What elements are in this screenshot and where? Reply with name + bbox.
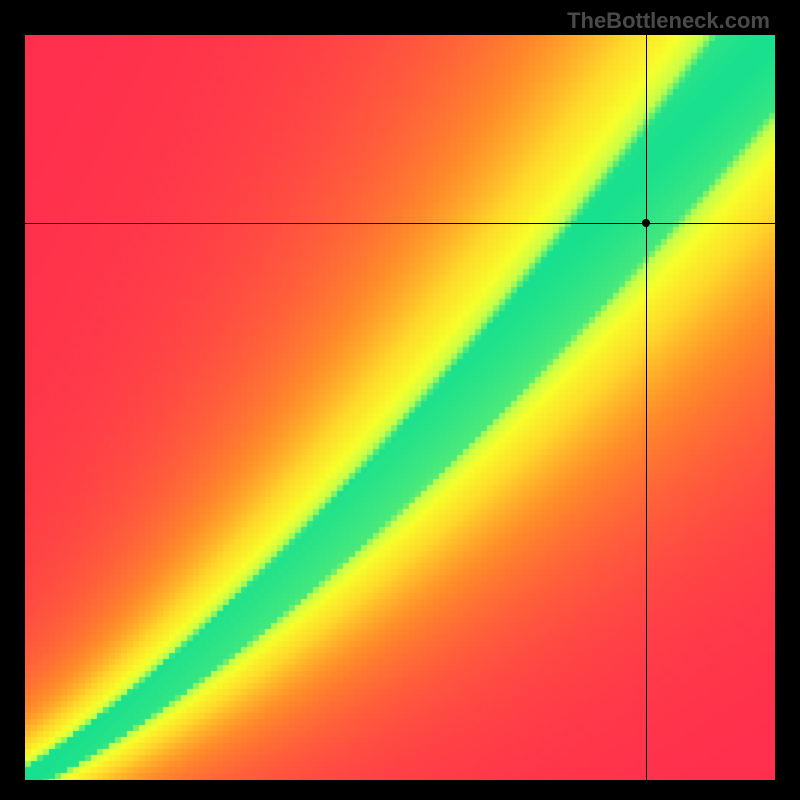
crosshair-marker-dot	[642, 219, 650, 227]
watermark-text: TheBottleneck.com	[567, 8, 770, 34]
crosshair-horizontal	[0, 223, 800, 224]
heatmap-plot	[25, 35, 775, 780]
crosshair-vertical	[646, 0, 647, 800]
heatmap-canvas	[25, 35, 775, 780]
